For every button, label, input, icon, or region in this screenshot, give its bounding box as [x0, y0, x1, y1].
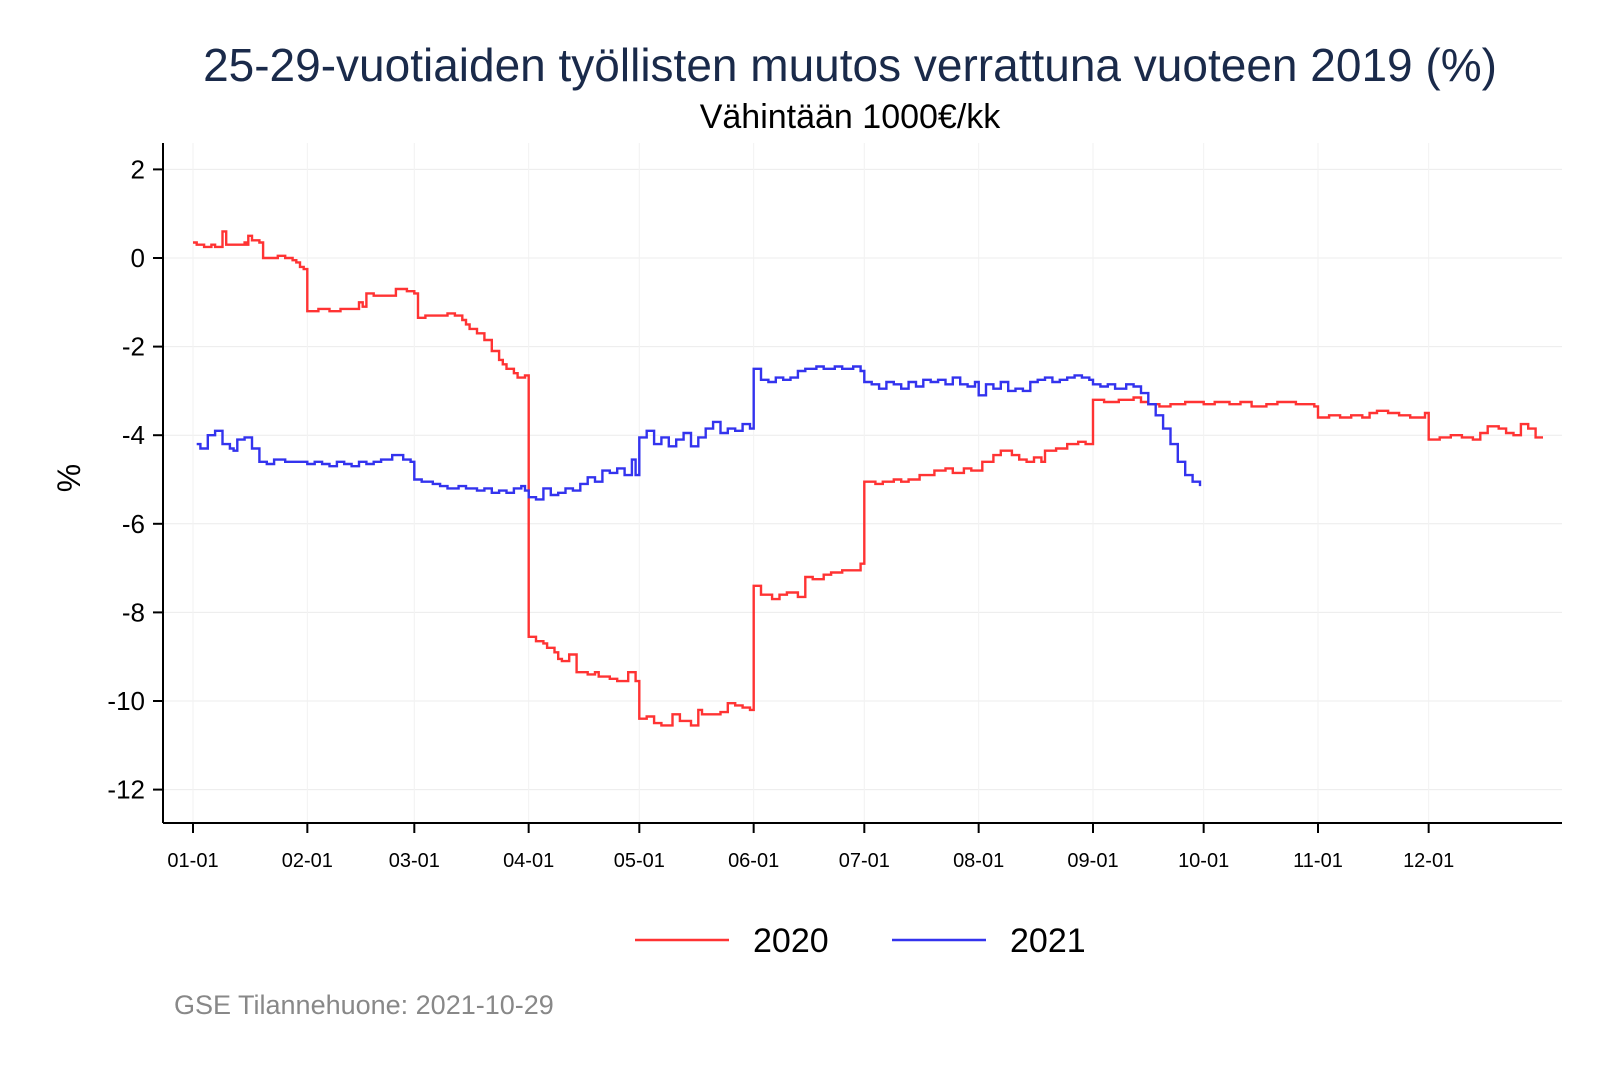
series-line-2021: [196, 365, 1202, 501]
y-tick-label: 0: [131, 243, 145, 273]
axis-layer: 2 0 -2 -4 -6 -8 -10 -12 01-01 02-01 03-01 04-01 05-0…: [107, 143, 1562, 872]
legend-label-2021: 2021: [1010, 922, 1086, 960]
x-tick-label: 12-01: [1403, 850, 1454, 872]
y-tick-label: -6: [122, 509, 145, 539]
chart-title: 25-29-vuotiaiden työllisten muutos verra…: [203, 39, 1497, 91]
x-tick-label: 01-01: [167, 850, 218, 872]
y-tick-label: -2: [122, 332, 145, 362]
x-tick-label: 06-01: [728, 850, 779, 872]
x-tick-label: 09-01: [1067, 850, 1118, 872]
x-tick-label: 11-01: [1293, 850, 1343, 872]
footnote: GSE Tilannehuone: 2021-10-29: [174, 990, 554, 1020]
chart-subtitle: Vähintään 1000€/kk: [699, 98, 1001, 136]
y-tick-label: -10: [107, 686, 145, 716]
x-tick-label: 05-01: [614, 850, 665, 872]
y-tick-label: -8: [122, 597, 145, 627]
x-tick-label: 07-01: [839, 850, 890, 872]
x-tick-label: 04-01: [503, 850, 554, 872]
grid-layer: [163, 143, 1562, 823]
x-tick-label: 03-01: [389, 850, 440, 872]
y-tick-label: -4: [122, 420, 145, 450]
y-axis-label: %: [51, 464, 87, 492]
legend: 2020 2021: [635, 922, 1086, 960]
series-layer: [193, 230, 1543, 727]
series-line-2020: [193, 230, 1543, 727]
x-tick-label: 10-01: [1178, 850, 1229, 872]
x-tick-label: 08-01: [953, 850, 1004, 872]
legend-label-2020: 2020: [753, 922, 829, 960]
y-tick-label: 2: [131, 154, 145, 184]
y-tick-label: -12: [107, 775, 145, 805]
x-tick-label: 02-01: [282, 850, 333, 872]
